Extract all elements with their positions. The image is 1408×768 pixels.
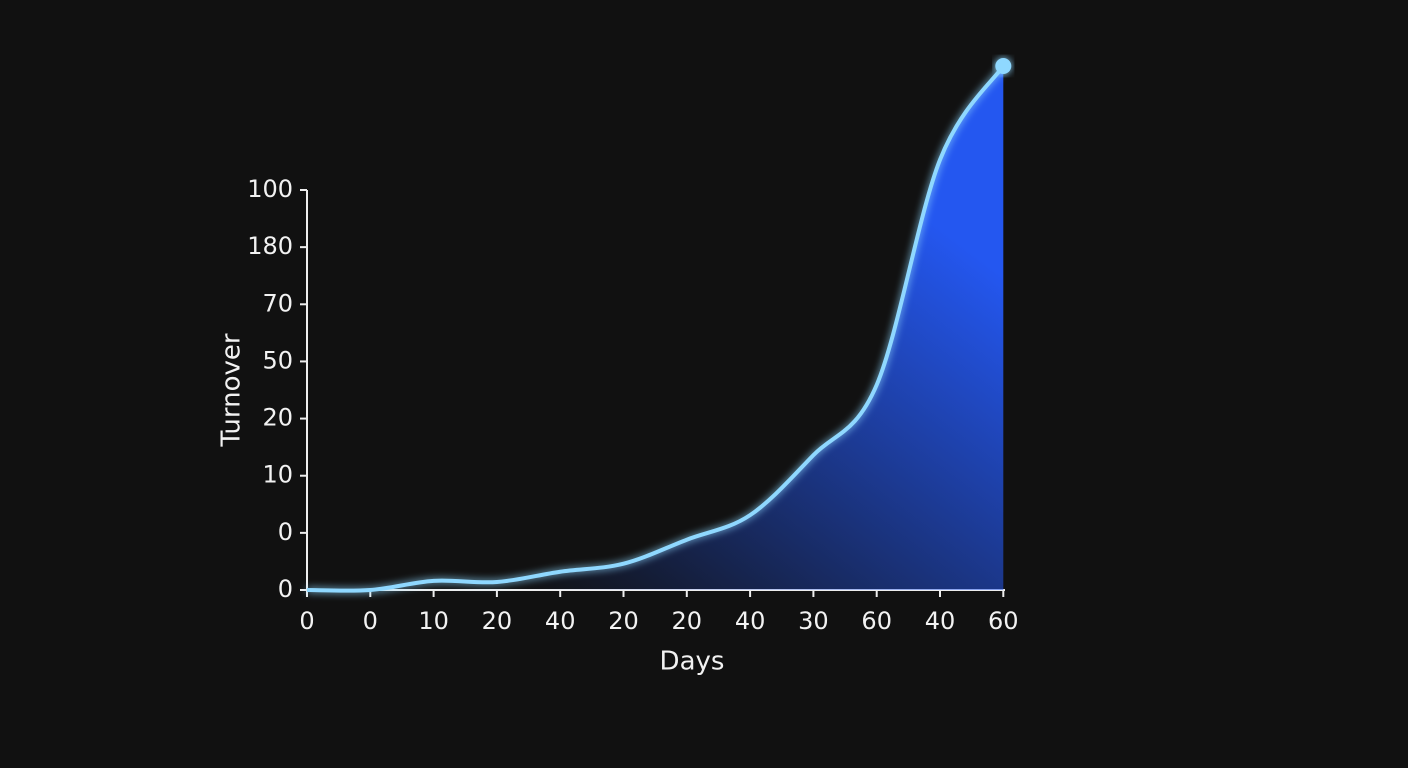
x-tick-label: 40 bbox=[925, 607, 956, 635]
x-tick-label: 0 bbox=[363, 607, 378, 635]
x-tick-label: 20 bbox=[482, 607, 513, 635]
x-axis-title: Days bbox=[660, 647, 725, 677]
x-tick-label: 40 bbox=[735, 607, 766, 635]
y-tick-label: 70 bbox=[262, 289, 293, 317]
y-tick-label: 180 bbox=[247, 232, 293, 260]
line bbox=[306, 64, 1005, 593]
y-tick-label: 10 bbox=[262, 461, 293, 489]
y-tick-label: 0 bbox=[278, 518, 293, 546]
y-axis-title: Turnover bbox=[217, 333, 247, 447]
y-tick-label: 0 bbox=[278, 575, 293, 603]
x-tick-label: 20 bbox=[672, 607, 703, 635]
x-tick-label: 20 bbox=[608, 607, 639, 635]
x-tick-label: 60 bbox=[988, 607, 1019, 635]
y-tick-label: 20 bbox=[262, 404, 293, 432]
y-tick-label: 100 bbox=[247, 175, 293, 203]
x-tick-label: 30 bbox=[798, 607, 829, 635]
x-tick-label: 40 bbox=[545, 607, 576, 635]
y-tick-label: 50 bbox=[262, 346, 293, 374]
area bbox=[307, 66, 1004, 591]
end-point bbox=[995, 58, 1012, 74]
x-tick-label: 60 bbox=[861, 607, 892, 635]
x-tick-label: 10 bbox=[418, 607, 449, 635]
x-tick-label: 0 bbox=[299, 607, 314, 635]
